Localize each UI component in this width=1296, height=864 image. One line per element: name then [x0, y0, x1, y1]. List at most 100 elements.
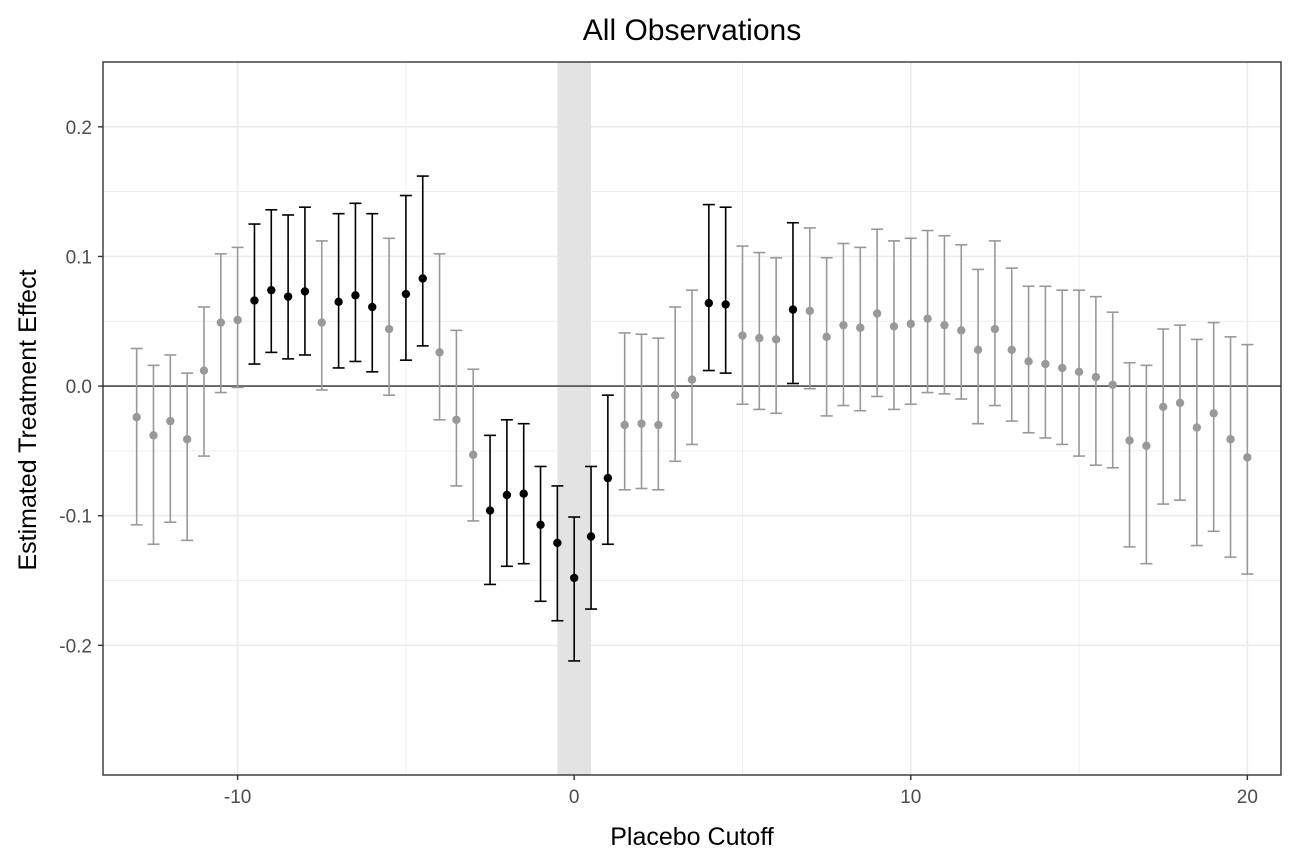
data-point	[856, 323, 865, 332]
estimate-9	[282, 214, 295, 360]
data-point	[300, 287, 310, 296]
data-point	[553, 538, 562, 548]
data-point	[435, 348, 444, 357]
data-point	[940, 320, 949, 330]
estimate-31	[652, 337, 665, 491]
estimate-40	[803, 227, 816, 390]
data-point	[957, 326, 966, 335]
estimate-20	[467, 368, 480, 522]
data-point	[1226, 435, 1235, 444]
estimate-12	[332, 212, 345, 369]
estimate-50	[972, 268, 985, 425]
estimate-3	[181, 372, 194, 542]
data-point	[822, 332, 831, 342]
estimate-27	[585, 465, 598, 610]
data-point	[519, 489, 528, 498]
estimate-61	[1157, 328, 1170, 505]
data-point	[267, 285, 276, 295]
data-point	[889, 322, 899, 331]
x-tick-label: 10	[900, 787, 921, 808]
estimate-44	[871, 228, 884, 398]
data-point	[351, 291, 360, 300]
estimate-26	[568, 516, 581, 662]
estimate-0	[130, 347, 143, 526]
panel-border	[102, 61, 1282, 776]
data-point	[1074, 367, 1084, 377]
y-tick-label: 0.0	[66, 377, 92, 398]
estimate-64	[1207, 321, 1220, 533]
data-point	[839, 320, 848, 330]
data-point	[401, 289, 411, 299]
data-point	[670, 390, 680, 400]
data-point	[149, 431, 158, 440]
x-tick-label: 20	[1237, 787, 1258, 808]
estimate-37	[753, 251, 766, 411]
data-point	[771, 335, 781, 344]
data-point	[990, 324, 1000, 334]
estimate-49	[955, 243, 968, 400]
estimate-13	[349, 202, 362, 363]
cutoff-band	[557, 62, 592, 775]
data-point	[1192, 423, 1202, 432]
y-tick-label: 0.1	[66, 247, 92, 268]
estimate-51	[988, 240, 1001, 407]
data-point	[1024, 357, 1033, 366]
estimate-24	[534, 465, 547, 603]
data-point	[973, 345, 983, 354]
estimate-45	[887, 240, 900, 411]
estimate-43	[854, 246, 867, 412]
data-point	[334, 297, 343, 307]
estimate-25	[551, 485, 564, 622]
data-point	[384, 324, 394, 334]
estimate-23	[517, 422, 530, 565]
estimate-21	[484, 434, 497, 586]
data-point	[687, 375, 697, 384]
estimate-1	[147, 364, 160, 546]
estimate-6	[231, 246, 244, 389]
estimate-56	[1073, 289, 1086, 457]
estimate-62	[1174, 324, 1187, 501]
data-point	[233, 315, 242, 325]
data-point	[182, 435, 192, 444]
data-point	[1058, 363, 1067, 373]
estimate-53	[1022, 285, 1035, 434]
x-axis-label: Placebo Cutoff	[610, 823, 774, 851]
estimate-36	[736, 245, 749, 406]
data-point	[805, 306, 814, 316]
estimate-16	[399, 194, 412, 361]
estimate-33	[686, 289, 698, 446]
data-point	[250, 296, 259, 305]
data-point	[570, 573, 579, 583]
estimate-59	[1123, 361, 1136, 548]
estimate-54	[1039, 285, 1052, 439]
data-point	[132, 413, 141, 422]
estimate-18	[433, 253, 446, 421]
x-tick-label: -10	[224, 787, 251, 808]
data-point	[637, 419, 646, 428]
estimate-10	[298, 206, 311, 356]
data-point	[199, 366, 209, 375]
estimate-46	[904, 237, 917, 406]
estimate-35	[719, 206, 732, 374]
estimate-63	[1190, 338, 1203, 547]
data-point	[721, 300, 730, 309]
estimate-47	[921, 229, 934, 394]
estimate-39	[786, 221, 799, 385]
data-point	[1142, 441, 1151, 450]
data-point	[418, 274, 427, 283]
data-point	[586, 532, 596, 541]
data-point	[452, 415, 461, 424]
estimate-42	[837, 242, 850, 407]
plot-panel: -10 0 10 20 -0.2 -0.1 0.0 0.1 0.2	[59, 61, 1282, 808]
estimate-41	[820, 256, 833, 417]
data-point	[704, 298, 714, 308]
data-point	[906, 319, 915, 329]
data-point	[1125, 436, 1134, 445]
estimate-55	[1056, 289, 1069, 446]
estimate-2	[164, 354, 177, 524]
data-point	[1091, 372, 1101, 382]
data-point	[1209, 409, 1218, 418]
estimate-30	[635, 333, 648, 490]
estimate-4	[197, 306, 210, 457]
y-tick-label: 0.2	[66, 118, 92, 139]
